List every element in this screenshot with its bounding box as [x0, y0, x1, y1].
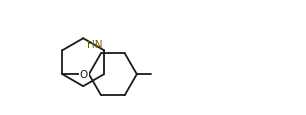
Text: HN: HN	[87, 40, 102, 50]
Text: O: O	[80, 70, 88, 79]
